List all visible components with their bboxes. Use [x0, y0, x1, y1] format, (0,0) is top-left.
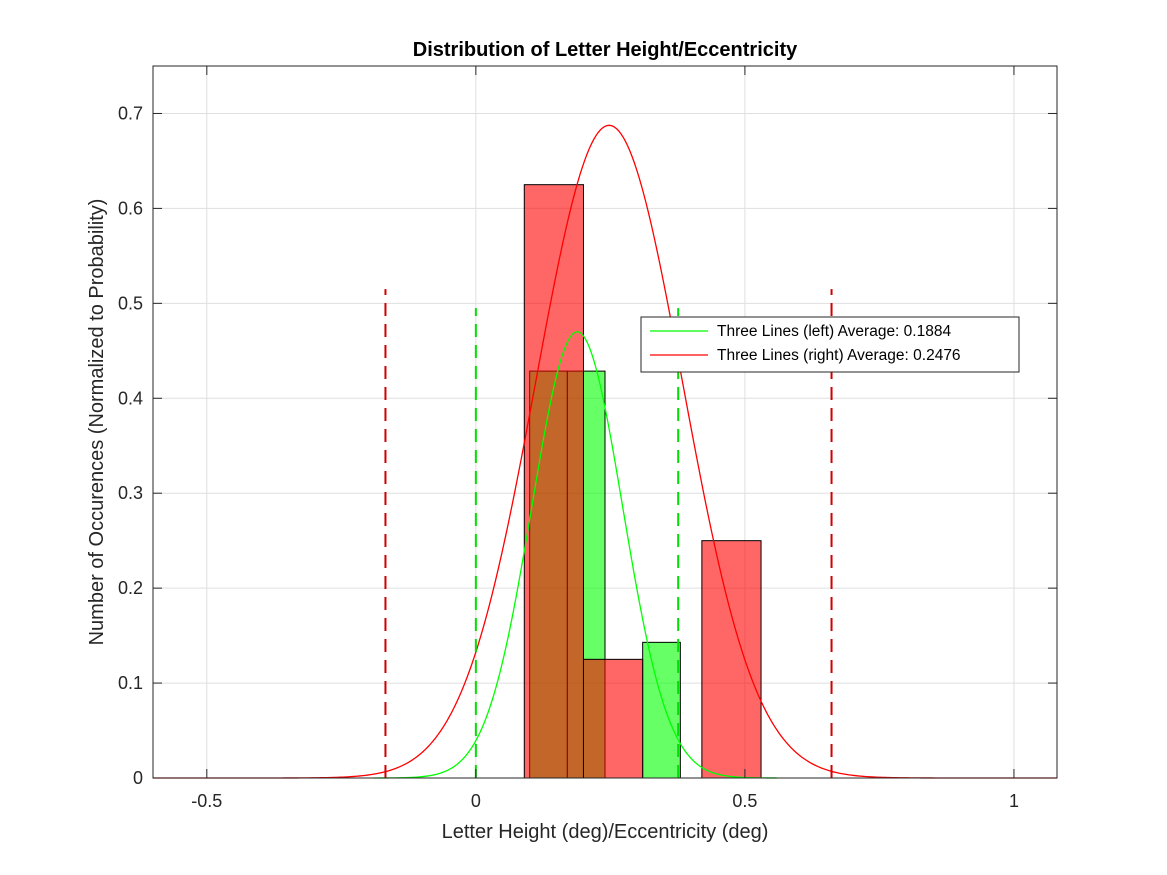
fit-curve-left — [373, 331, 778, 779]
x-tick-label: 1 — [1009, 791, 1019, 811]
legend-label-right: Three Lines (right) Average: 0.2476 — [717, 347, 961, 364]
y-tick-label: 0.6 — [118, 198, 143, 218]
histogram-bar-right — [582, 658, 644, 779]
y-tick-label: 0.5 — [118, 293, 143, 313]
y-tick-labels: 0 0.1 0.2 0.3 0.4 0.5 0.6 0.7 — [118, 103, 143, 788]
histogram-bar-left — [642, 641, 681, 779]
y-tick-label: 0.3 — [118, 483, 143, 503]
x-tick-label: 0.5 — [732, 791, 757, 811]
axes-box — [152, 65, 1058, 779]
x-axis-title: Letter Height (deg)/Eccentricity (deg) — [442, 821, 769, 843]
y-tick-label: 0.1 — [118, 673, 143, 693]
histogram-bar-right — [701, 540, 762, 779]
y-axis-title: Number of Occurences (Normalized to Prob… — [86, 199, 108, 646]
x-tick-label: 0 — [471, 791, 481, 811]
histogram-bar-right — [523, 184, 584, 779]
y-tick-label: 0 — [133, 768, 143, 788]
y-tick-label: 0.4 — [118, 388, 143, 408]
legend: Three Lines (left) Average: 0.1884 Three… — [640, 316, 1020, 373]
x-tick-label: -0.5 — [191, 791, 222, 811]
legend-box — [640, 316, 1020, 373]
y-tick-label: 0.7 — [118, 103, 143, 123]
legend-label-left: Three Lines (left) Average: 0.1884 — [717, 323, 951, 340]
axes — [152, 65, 1058, 779]
y-tick-label: 0.2 — [118, 578, 143, 598]
chart-title: Distribution of Letter Height/Eccentrici… — [413, 39, 798, 61]
x-tick-labels: -0.5 0 0.5 1 — [191, 791, 1019, 811]
